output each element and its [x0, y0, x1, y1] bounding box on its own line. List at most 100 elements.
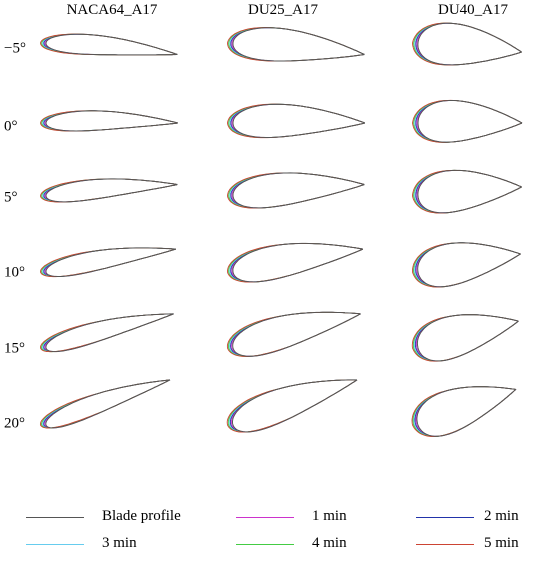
- ice-outline-2-min: [43, 178, 178, 203]
- legend-label-3min: 3 min: [102, 535, 137, 551]
- row-label-0: 0°: [4, 118, 18, 135]
- blade-profile-outline: [45, 110, 179, 132]
- ice-outline-3-min: [413, 386, 517, 437]
- legend-line-4min: [236, 544, 294, 545]
- airfoil-du25_a17-aoa-10: [227, 242, 364, 283]
- airfoil-du40_a17-aoa-20: [411, 386, 517, 437]
- ice-outline-4-min: [412, 314, 519, 362]
- ice-outline-3-min: [229, 242, 364, 283]
- ice-outline-2-min: [230, 242, 364, 283]
- ice-outline-2-min: [414, 386, 517, 437]
- ice-outline-5-min: [39, 379, 171, 429]
- ice-outline-2-min: [43, 379, 171, 429]
- blade-profile-outline: [45, 178, 178, 203]
- blade-profile-outline: [232, 379, 358, 433]
- ice-outline-5-min: [227, 242, 364, 283]
- airfoil-naca64_a17-aoa-20: [39, 379, 171, 429]
- ice-outline-1-min: [44, 110, 179, 132]
- blade-profile-outline: [232, 103, 366, 138]
- ice-outline-2-min: [415, 169, 522, 214]
- ice-outline-3-min: [229, 103, 366, 139]
- ice-outline-1-min: [231, 27, 365, 62]
- ice-outline-1-min: [44, 379, 171, 429]
- ice-outline-1-min: [231, 103, 366, 138]
- airfoil-naca64_a17-aoa--5: [40, 33, 178, 56]
- blade-profile-outline: [232, 27, 365, 62]
- ice-outline-1-min: [416, 100, 523, 143]
- ice-outline-4-min: [228, 311, 361, 357]
- blade-profile-outline: [417, 169, 522, 214]
- ice-outline-2-min: [415, 22, 522, 66]
- ice-outline-2-min: [43, 247, 177, 278]
- blade-profile-outline: [232, 172, 365, 209]
- ice-outline-5-min: [226, 379, 358, 433]
- airfoil-naca64_a17-aoa-15: [40, 313, 174, 353]
- ice-outline-1-min: [231, 242, 364, 283]
- row-label-20: 20°: [4, 415, 25, 432]
- airfoil-du40_a17-aoa-5: [412, 169, 522, 214]
- airfoil-du25_a17-aoa-0: [227, 103, 366, 139]
- ice-outline-4-min: [413, 22, 522, 66]
- ice-outline-3-min: [42, 247, 177, 278]
- legend-line-1min: [236, 517, 294, 518]
- ice-outline-5-min: [412, 22, 522, 66]
- row-label-5: 5°: [4, 189, 18, 206]
- ice-outline-4-min: [41, 379, 171, 429]
- column-title-naca64: NACA64_A17: [66, 2, 158, 18]
- ice-outline-3-min: [229, 27, 365, 62]
- airfoil-du40_a17-aoa-15: [411, 314, 519, 362]
- ice-outline-5-min: [412, 99, 523, 143]
- airfoil-du40_a17-aoa-0: [412, 99, 523, 143]
- row-label-10: 10°: [4, 264, 25, 281]
- legend-label-4min: 4 min: [312, 535, 347, 551]
- ice-outline-4-min: [413, 99, 523, 143]
- ice-outline-4-min: [227, 379, 358, 433]
- ice-outline-5-min: [40, 247, 177, 278]
- ice-outline-3-min: [414, 99, 523, 143]
- ice-outline-2-min: [230, 311, 361, 357]
- ice-outline-1-min: [44, 247, 177, 277]
- airfoil-du40_a17-aoa--5: [412, 22, 522, 66]
- blade-profile-outline: [416, 386, 517, 437]
- airfoil-naca64_a17-aoa-10: [40, 247, 177, 278]
- ice-outline-1-min: [416, 22, 522, 66]
- airfoil-du25_a17-aoa-5: [227, 172, 365, 209]
- ice-outline-2-min: [230, 103, 366, 138]
- airfoil-du40_a17-aoa-10: [412, 242, 521, 288]
- blade-profile-outline: [417, 100, 523, 143]
- ice-outline-3-min: [228, 379, 358, 433]
- blade-profile-outline: [417, 242, 521, 288]
- legend-label-blade-profile: Blade profile: [102, 508, 181, 524]
- ice-outline-3-min: [229, 311, 361, 357]
- row-label-15: 15°: [4, 340, 25, 357]
- legend-label-2min: 2 min: [484, 508, 519, 524]
- ice-outline-2-min: [229, 379, 358, 433]
- blade-profile-outline: [45, 247, 177, 277]
- ice-outline-4-min: [228, 242, 364, 283]
- blade-profile-outline: [417, 22, 522, 66]
- blade-profile-outline: [45, 33, 178, 56]
- ice-outline-2-min: [415, 99, 523, 143]
- airfoil-du25_a17-aoa--5: [227, 27, 365, 62]
- ice-outline-3-min: [42, 178, 178, 203]
- legend-line-3min: [26, 544, 84, 545]
- ice-outline-3-min: [414, 169, 522, 214]
- legend-line-5min: [416, 544, 474, 545]
- airfoil-grid: [39, 22, 523, 437]
- legend-label-1min: 1 min: [312, 508, 347, 524]
- ice-outline-4-min: [412, 386, 517, 437]
- row-label-minus5: −5°: [4, 40, 26, 57]
- column-title-du40: DU40_A17: [438, 2, 508, 18]
- legend-line-2min: [416, 517, 474, 518]
- ice-outline-1-min: [44, 178, 178, 203]
- ice-outline-5-min: [226, 311, 361, 357]
- airfoil-naca64_a17-aoa-0: [40, 110, 179, 132]
- ice-outline-3-min: [42, 379, 171, 429]
- ice-outline-3-min: [414, 22, 522, 66]
- airfoil-naca64_a17-aoa-5: [40, 178, 178, 203]
- ice-outline-1-min: [230, 379, 358, 433]
- blade-profile-outline: [45, 379, 171, 429]
- ice-outline-5-min: [227, 27, 365, 62]
- ice-outline-4-min: [228, 103, 366, 139]
